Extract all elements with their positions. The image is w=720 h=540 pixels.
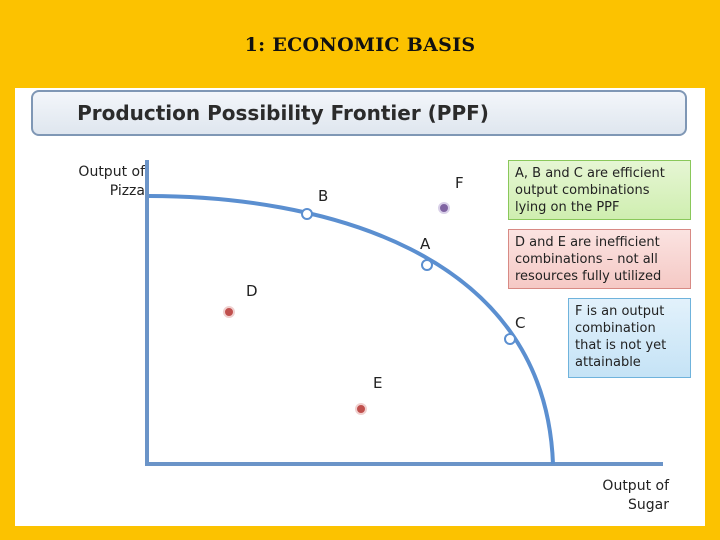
point-e-marker [355, 403, 367, 415]
point-d-marker [223, 306, 235, 318]
point-b-label: B [318, 187, 329, 205]
point-e-label: E [373, 374, 383, 392]
point-c-marker [504, 333, 516, 345]
callout-unattainable-line: F is an output [575, 304, 665, 319]
callout-efficient-line: A, B and C are efficient [515, 166, 665, 181]
point-a-marker [421, 259, 433, 271]
point-b-marker [301, 208, 313, 220]
callout-unattainable-line: combination [575, 321, 656, 336]
callout-unattainable-line: that is not yet [575, 338, 667, 353]
slide-title: 1: ECONOMIC BASIS [244, 34, 476, 56]
callout-efficient: A, B and C are efficient output combinat… [508, 160, 691, 220]
ppf-curve [148, 194, 555, 465]
x-axis-label: Output of Sugar [565, 477, 669, 515]
y-axis-label-line1: Output of [78, 164, 145, 180]
callout-efficient-line: lying on the PPF [515, 200, 620, 215]
callout-inefficient-line: combinations – not all [515, 252, 658, 267]
y-axis-label-line2: Pizza [109, 183, 145, 199]
callout-inefficient: D and E are inefficient combinations – n… [508, 229, 691, 289]
callout-inefficient-line: D and E are inefficient [515, 235, 660, 250]
ppf-title: Production Possibility Frontier (PPF) [77, 101, 489, 125]
ppf-plot [145, 160, 663, 466]
callout-inefficient-line: resources fully utilized [515, 269, 662, 284]
x-axis-label-line2: Sugar [628, 497, 669, 513]
y-axis-label: Output of Pizza [35, 163, 145, 201]
callout-efficient-line: output combinations [515, 183, 650, 198]
point-d-label: D [246, 282, 258, 300]
callout-unattainable-line: attainable [575, 355, 641, 370]
point-f-label: F [455, 174, 464, 192]
ppf-diagram-panel: Production Possibility Frontier (PPF) Ou… [15, 88, 705, 526]
point-f-marker [438, 202, 450, 214]
callout-unattainable: F is an output combination that is not y… [568, 298, 691, 378]
point-c-label: C [515, 314, 526, 332]
x-axis-label-line1: Output of [602, 478, 669, 494]
ppf-title-banner: Production Possibility Frontier (PPF) [31, 90, 687, 136]
point-a-label: A [420, 235, 431, 253]
